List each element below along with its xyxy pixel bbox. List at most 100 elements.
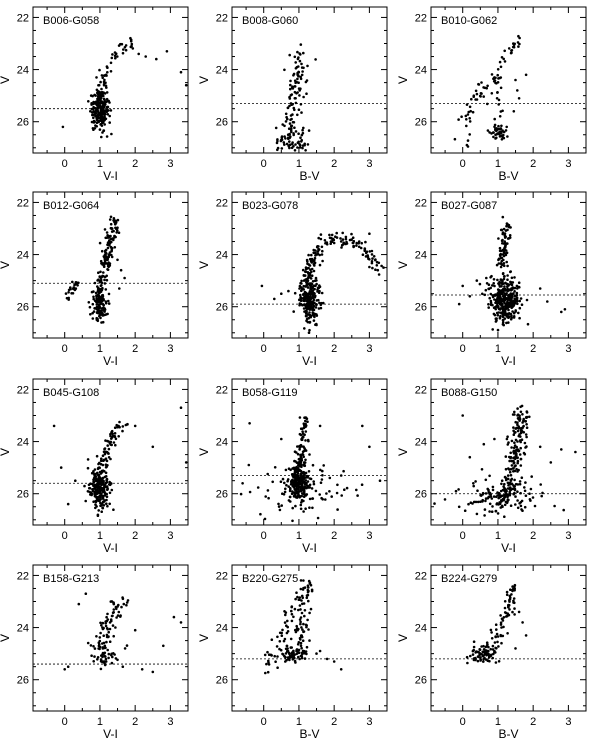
data-point bbox=[574, 450, 577, 454]
data-point bbox=[303, 586, 307, 589]
data-point bbox=[278, 640, 282, 643]
data-point bbox=[123, 276, 126, 280]
data-point bbox=[276, 146, 280, 150]
data-point bbox=[314, 58, 317, 61]
data-point bbox=[101, 302, 105, 306]
data-point bbox=[104, 475, 108, 478]
data-point bbox=[501, 232, 505, 236]
data-point bbox=[298, 416, 302, 419]
data-point bbox=[297, 492, 300, 496]
data-point bbox=[94, 493, 98, 496]
data-point bbox=[96, 483, 99, 487]
data-point bbox=[480, 81, 483, 84]
data-point bbox=[314, 249, 317, 252]
y-axis-label: V bbox=[396, 261, 410, 269]
data-point bbox=[518, 414, 521, 418]
data-point bbox=[98, 104, 102, 107]
data-point bbox=[107, 302, 111, 305]
data-point bbox=[306, 618, 309, 622]
data-point bbox=[312, 480, 316, 483]
y-tick-label: 24 bbox=[17, 623, 29, 635]
data-point bbox=[515, 467, 518, 471]
data-point bbox=[513, 413, 516, 416]
data-point bbox=[102, 486, 106, 490]
data-point bbox=[107, 292, 111, 296]
data-point bbox=[299, 608, 302, 611]
data-point bbox=[96, 91, 99, 95]
data-point bbox=[296, 113, 299, 117]
data-point bbox=[443, 498, 447, 501]
data-point bbox=[313, 256, 317, 260]
data-point bbox=[113, 234, 116, 238]
data-point bbox=[504, 229, 508, 232]
data-point bbox=[359, 246, 363, 250]
data-point bbox=[92, 500, 95, 504]
data-point bbox=[329, 236, 333, 240]
data-point bbox=[281, 123, 285, 126]
data-point bbox=[298, 462, 302, 466]
data-point bbox=[332, 241, 336, 245]
data-point bbox=[563, 308, 567, 311]
data-point bbox=[112, 219, 116, 222]
data-point bbox=[297, 476, 301, 480]
data-point bbox=[514, 438, 518, 442]
data-point bbox=[507, 295, 511, 299]
data-point bbox=[291, 506, 295, 510]
data-point bbox=[516, 461, 519, 465]
data-point bbox=[512, 292, 515, 295]
data-point bbox=[184, 461, 188, 464]
data-point bbox=[130, 44, 133, 48]
data-point bbox=[309, 277, 313, 280]
data-point bbox=[282, 141, 286, 144]
data-point bbox=[112, 217, 116, 220]
y-tick-label: 26 bbox=[216, 302, 228, 314]
data-point bbox=[497, 124, 500, 128]
data-point bbox=[497, 132, 501, 136]
data-point bbox=[508, 459, 511, 463]
data-point bbox=[299, 587, 303, 591]
data-point bbox=[300, 438, 304, 442]
data-point bbox=[321, 259, 324, 263]
data-point bbox=[494, 307, 498, 311]
data-point bbox=[293, 653, 296, 656]
y-tick-label: 24 bbox=[415, 623, 427, 635]
data-point bbox=[301, 492, 304, 495]
data-point bbox=[95, 478, 99, 481]
data-point bbox=[465, 124, 468, 128]
data-point bbox=[297, 108, 301, 111]
data-point bbox=[104, 655, 107, 658]
data-point bbox=[335, 231, 339, 235]
data-point bbox=[293, 55, 297, 59]
data-point bbox=[95, 103, 99, 107]
data-point bbox=[481, 499, 484, 503]
data-point bbox=[509, 588, 512, 591]
data-point bbox=[309, 287, 313, 290]
data-point bbox=[74, 287, 78, 290]
data-point bbox=[293, 291, 297, 295]
data-point bbox=[487, 652, 490, 656]
data-point bbox=[103, 275, 107, 279]
data-point bbox=[322, 464, 326, 467]
data-point bbox=[491, 303, 494, 307]
data-point bbox=[298, 446, 302, 449]
data-point bbox=[488, 495, 491, 499]
data-point bbox=[316, 516, 320, 520]
data-point bbox=[304, 267, 308, 271]
data-point bbox=[102, 129, 106, 132]
data-point bbox=[102, 265, 106, 269]
data-point bbox=[517, 45, 520, 48]
data-point bbox=[123, 647, 127, 650]
x-tick-label: 0 bbox=[460, 158, 466, 170]
data-point bbox=[103, 116, 106, 119]
data-point bbox=[301, 268, 305, 272]
data-point bbox=[560, 448, 563, 451]
data-point bbox=[307, 266, 310, 270]
data-point bbox=[100, 510, 103, 513]
data-point bbox=[485, 276, 488, 280]
data-point bbox=[151, 670, 155, 674]
data-point bbox=[278, 647, 281, 651]
data-point bbox=[71, 280, 74, 284]
data-point bbox=[503, 245, 507, 248]
data-point bbox=[114, 56, 117, 60]
data-point bbox=[266, 650, 269, 654]
